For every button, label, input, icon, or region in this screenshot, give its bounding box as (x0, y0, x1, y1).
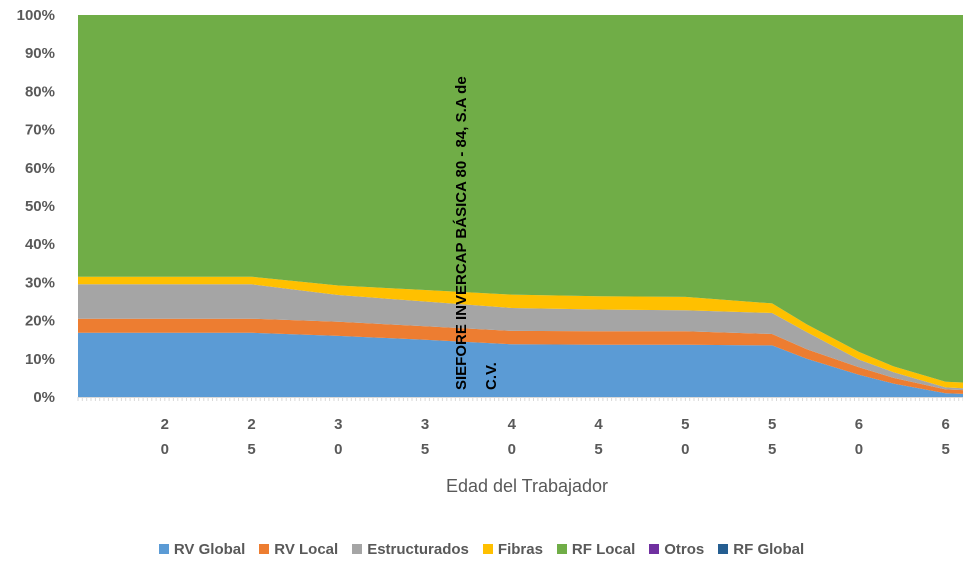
y-tick-label: 20% (25, 313, 55, 330)
legend-item-otros: Otros (649, 541, 704, 558)
y-tick-label: 50% (25, 198, 55, 215)
x-axis-title: Edad del Trabajador (446, 476, 608, 496)
legend-item-fibras: Fibras (482, 540, 543, 558)
legend-label: Otros (664, 540, 705, 558)
annotation-line-1: SIEFORE INVERCAP BÁSICA 80 - 84, S.A de (453, 76, 470, 390)
area-rf-local (78, 15, 963, 383)
area-fibras (78, 276, 963, 389)
legend-swatch (158, 544, 169, 554)
legend-swatch (352, 544, 363, 554)
legend-swatch (482, 544, 493, 554)
area-rv-global (78, 332, 963, 397)
legend-item-rv-local: RV Local (259, 541, 338, 558)
y-tick-label: 80% (25, 83, 55, 100)
y-tick-label: 30% (25, 274, 55, 291)
legend-label: RF Local (571, 540, 636, 558)
area-series-group (78, 15, 963, 397)
y-tick-label: 10% (25, 351, 55, 368)
area-estructurados (78, 284, 963, 391)
x-axis-ticks (77, 397, 963, 401)
legend-swatch (649, 544, 660, 554)
y-tick-label: 0% (33, 389, 55, 406)
legend-swatch (259, 544, 270, 554)
legend-label: RV Global (173, 540, 246, 558)
area-rv-local (78, 318, 963, 394)
legend-label: RV Local (274, 540, 339, 558)
legend-item-estructurados: Estructurados (352, 541, 469, 558)
y-tick-label: 40% (25, 236, 55, 253)
x-axis: 2 0 2 5 3 0 3 5 4 0 4 5 5 0 5 5 6 0 6 5 (77, 397, 963, 458)
legend-item-rv-global: RV Global (158, 540, 246, 558)
legend-label: RF Global (733, 540, 805, 558)
legend-swatch (556, 544, 567, 554)
y-tick-label: 100% (17, 7, 55, 24)
chart-annotation: SIEFORE INVERCAP BÁSICA 80 - 84, S.A de … (453, 72, 500, 390)
y-tick-label: 90% (25, 45, 55, 62)
y-tick-label: 60% (25, 160, 55, 177)
legend-item-rf-global: RF Global (718, 541, 804, 558)
legend-item-rf-local: RF Local (556, 540, 636, 558)
annotation-line-2: C.V. (483, 362, 500, 390)
legend-label: Estructurados (367, 540, 469, 558)
y-axis: 0% 10% 20% 30% 40% 50% 60% 70% 80% 90% 100% (17, 7, 55, 406)
legend: RV Global RV Local Estructurados Fibras RF L… (0, 538, 963, 560)
legend-swatch (718, 544, 729, 554)
y-tick-label: 70% (25, 122, 55, 139)
legend-label: Fibras (497, 540, 543, 558)
